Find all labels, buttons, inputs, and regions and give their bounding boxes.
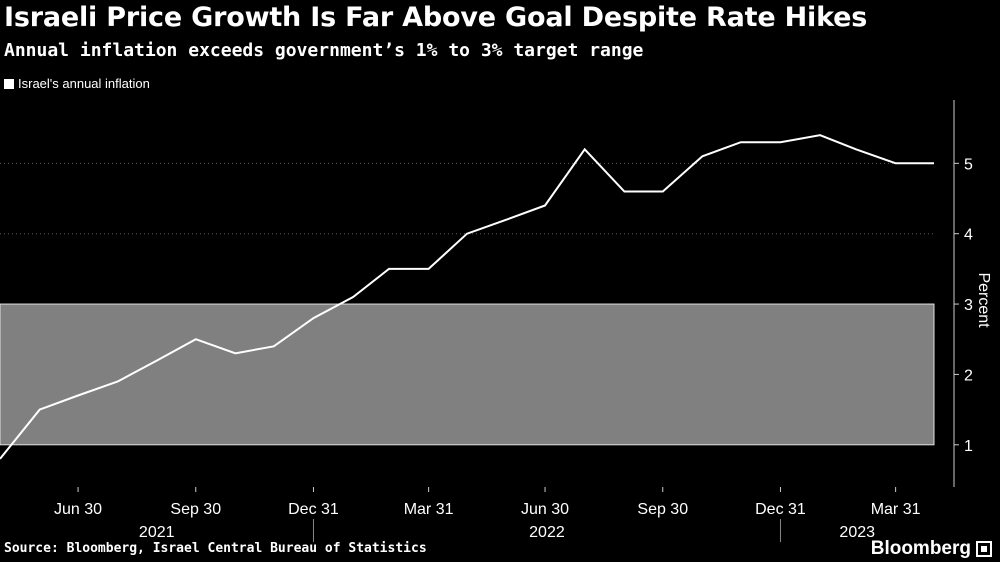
chart-subtitle: Annual inflation exceeds government’s 1%… — [4, 40, 644, 61]
x-tick-label-1: Sep 30 — [170, 501, 221, 518]
y-tick-label-4: 4 — [964, 227, 973, 244]
y-tick-label-2: 2 — [964, 367, 973, 384]
chart-title: Israeli Price Growth Is Far Above Goal D… — [4, 2, 868, 33]
x-tick-label-5: Sep 30 — [637, 501, 688, 518]
x-tick-label-7: Mar 31 — [871, 501, 921, 518]
legend-label: Israel's annual inflation — [18, 76, 150, 91]
year-label-2022: 2022 — [529, 524, 565, 541]
y-tick-label-5: 5 — [964, 156, 973, 173]
x-tick-label-2: Dec 31 — [288, 501, 339, 518]
x-tick-label-6: Dec 31 — [755, 501, 806, 518]
x-tick-label-0: Jun 30 — [54, 501, 102, 518]
legend: Israel's annual inflation — [4, 76, 150, 91]
target-range-band — [0, 303, 935, 446]
year-label-2021: 2021 — [139, 524, 175, 541]
x-tick-label-4: Jun 30 — [521, 501, 569, 518]
y-axis-label: Percent — [975, 272, 992, 328]
legend-swatch — [4, 78, 14, 89]
axis-layer: 1 2 3 4 5 Jun 30 Sep 30 Dec 31 Mar 31 Jun 30 Sep 3… — [54, 100, 973, 542]
x-tick-label-3: Mar 31 — [404, 501, 454, 518]
bloomberg-mark-icon — [976, 541, 992, 557]
y-tick-label-3: 3 — [964, 297, 973, 314]
series-line-israel-inflation — [0, 134, 934, 460]
brand-name: Bloomberg — [870, 538, 971, 559]
source-note: Source: Bloomberg, Israel Central Bureau… — [4, 541, 427, 556]
y-tick-label-1: 1 — [964, 438, 973, 455]
bloomberg-logo: Bloomberg — [871, 538, 992, 560]
year-label-2023: 2023 — [839, 524, 875, 541]
